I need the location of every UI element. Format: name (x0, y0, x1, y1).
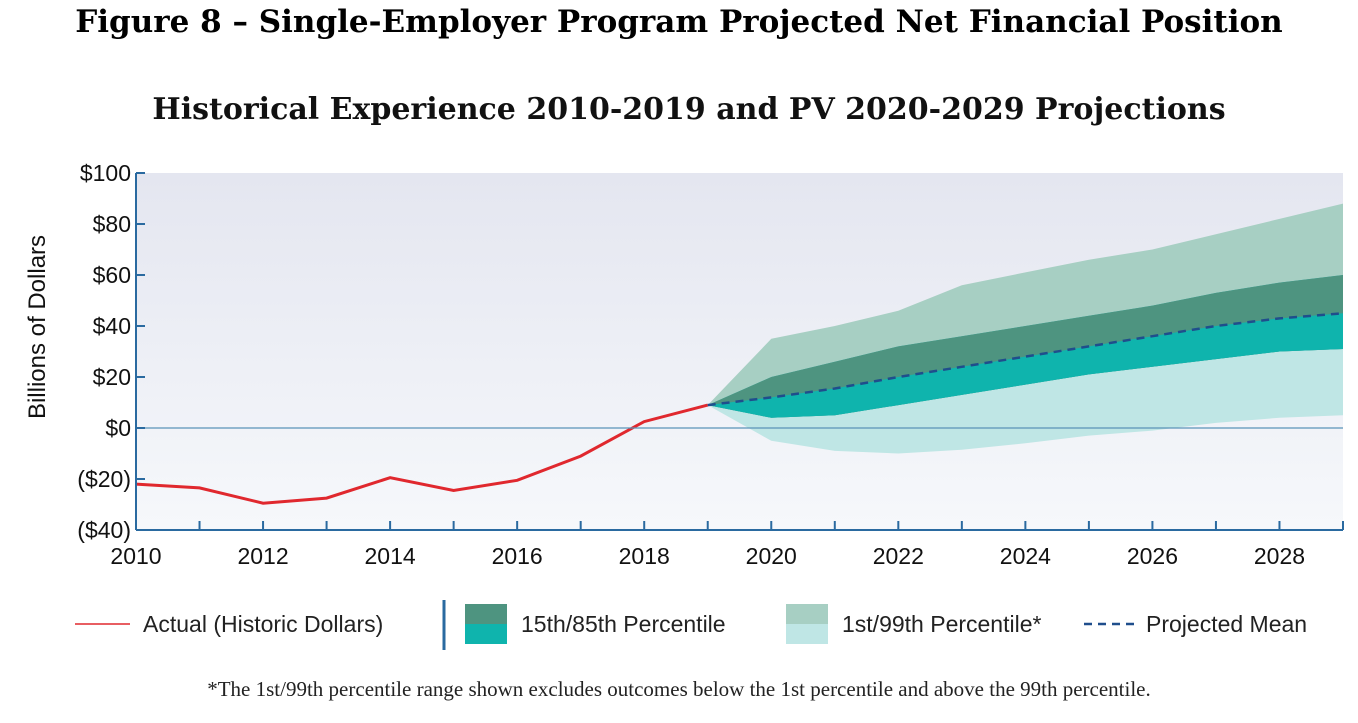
x-tick-label: 2020 (746, 543, 797, 569)
footnote: *The 1st/99th percentile range shown exc… (207, 677, 1151, 701)
legend-1-99-upper-swatch (786, 604, 828, 624)
band-85-99 (707, 203, 1343, 406)
y-tick-label: ($20) (77, 466, 131, 492)
legend-1-99-label: 1st/99th Percentile* (842, 611, 1042, 637)
legend-15-85-label: 15th/85th Percentile (521, 611, 726, 637)
legend: Actual (Historic Dollars) 15th/85th Perce… (75, 600, 1307, 650)
projected-mean-line (707, 312, 1344, 407)
x-tick-label: 2014 (365, 543, 416, 569)
x-tick-label: 2012 (237, 543, 288, 569)
x-tick-label: 2022 (873, 543, 924, 569)
legend-1-99-lower-swatch (786, 624, 828, 644)
y-tick-label: $100 (80, 160, 131, 186)
y-tick-label: $80 (93, 211, 131, 237)
axes: $100 $80 $60 $40 $20 $0 ($20) ($40)2010 2012 2014… (77, 160, 1344, 569)
y-axis-label: Billions of Dollars (24, 235, 51, 419)
y-tick-label: $0 (105, 415, 131, 441)
y-tick-label: ($40) (77, 517, 131, 543)
x-tick-label: 2024 (1000, 543, 1051, 569)
x-tick-label: 2018 (619, 543, 670, 569)
x-tick-label: 2016 (492, 543, 543, 569)
y-tick-label: $40 (93, 313, 131, 339)
x-tick-label: 2028 (1254, 543, 1305, 569)
x-tick-label: 2010 (110, 543, 161, 569)
x-tick-label: 2026 (1127, 543, 1178, 569)
y-tick-label: $60 (93, 262, 131, 288)
legend-mean-label: Projected Mean (1146, 611, 1307, 637)
band-15-mean (707, 313, 1343, 418)
legend-15-85-upper-swatch (465, 604, 507, 624)
figure-title: Figure 8 – Single-Employer Program Proje… (75, 4, 1283, 40)
legend-15-85-lower-swatch (465, 624, 507, 644)
y-tick-label: $20 (93, 364, 131, 390)
legend-actual-label: Actual (Historic Dollars) (143, 611, 383, 637)
actual-line (135, 403, 709, 505)
chart-subtitle: Historical Experience 2010-2019 and PV 2… (152, 92, 1226, 127)
series-lines (135, 312, 1344, 505)
